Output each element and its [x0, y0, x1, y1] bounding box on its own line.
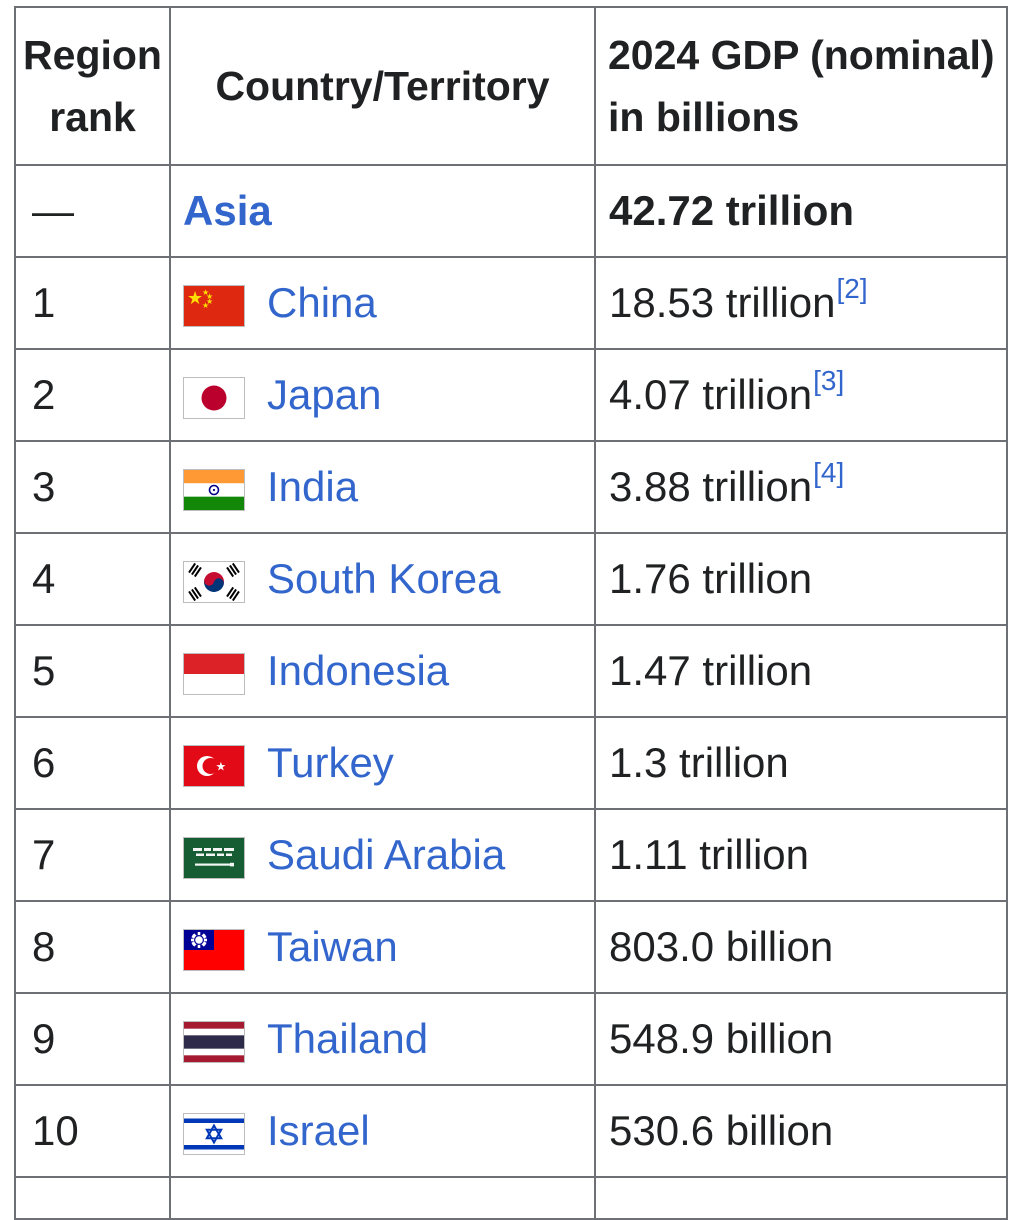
- thailand-flag-icon: [183, 1020, 245, 1063]
- svg-text:★: ★: [187, 288, 203, 309]
- gdp-cell: 1.47 trillion: [594, 624, 1008, 718]
- country-link-china[interactable]: China: [267, 279, 377, 326]
- gdp-cell: 18.53 trillion[2]: [594, 256, 1008, 350]
- israel-flag-icon: [183, 1112, 245, 1155]
- country-link-india[interactable]: India: [267, 463, 359, 510]
- table-row: 10 Israel 530.6 billion: [14, 1084, 1008, 1178]
- taiwan-flag-icon: [183, 928, 245, 971]
- gdp-value: 3.88 trillion: [609, 463, 813, 510]
- rank-cell: [14, 1176, 171, 1220]
- country-link-south-korea[interactable]: South Korea: [267, 555, 501, 602]
- country-cell: India: [169, 440, 596, 534]
- country-territory-header: Country/Territory: [169, 6, 596, 166]
- svg-text:★: ★: [216, 759, 227, 773]
- rank-cell: 1: [14, 256, 171, 350]
- country-cell: Indonesia: [169, 624, 596, 718]
- gdp-cell: 548.9 billion: [594, 992, 1008, 1086]
- indonesia-flag-icon: [183, 652, 245, 695]
- country-cell: ★ ★ ★ ★ ★ China: [169, 256, 596, 350]
- gdp-cell: 1.76 trillion: [594, 532, 1008, 626]
- gdp-value: 1.47 trillion: [609, 647, 813, 694]
- gdp-value: 42.72 trillion: [609, 187, 855, 234]
- country-link-thailand[interactable]: Thailand: [267, 1015, 429, 1062]
- gdp-cell: [594, 1176, 1008, 1220]
- gdp-value: 4.07 trillion: [609, 371, 813, 418]
- turkey-flag-icon: ★: [183, 744, 245, 787]
- reference-link[interactable]: [2]: [836, 273, 868, 304]
- country-link-indonesia[interactable]: Indonesia: [267, 647, 450, 694]
- gdp-value: 530.6 billion: [609, 1107, 834, 1154]
- svg-text:★: ★: [202, 301, 209, 310]
- rank-cell: —: [14, 164, 171, 258]
- svg-text:★: ★: [206, 292, 213, 301]
- country-cell: ★ Turkey: [169, 716, 596, 810]
- country-cell: Japan: [169, 348, 596, 442]
- gdp-cell: 1.11 trillion: [594, 808, 1008, 902]
- gdp-by-country-table: Region rank Country/Territory 2024 GDP (…: [14, 6, 1008, 1220]
- country-cell: Asia: [169, 164, 596, 258]
- table-row: 1 ★ ★ ★ ★ ★ China 18.53 trillion[2]: [14, 256, 1008, 350]
- table-row: 5 Indonesia 1.47 trillion: [14, 624, 1008, 718]
- reference-link[interactable]: [4]: [813, 457, 845, 488]
- rank-cell: 4: [14, 532, 171, 626]
- rank-cell: 5: [14, 624, 171, 718]
- india-flag-icon: [183, 468, 245, 511]
- japan-flag-icon: [183, 376, 245, 419]
- rank-cell: 10: [14, 1084, 171, 1178]
- table-row: 4: [14, 532, 1008, 626]
- country-link-japan[interactable]: Japan: [267, 371, 382, 418]
- table-row: 7 Saudi Arabia 1.11 trillion: [14, 808, 1008, 902]
- saudi-arabia-flag-icon: [183, 836, 245, 879]
- region-link-asia[interactable]: Asia: [183, 187, 272, 234]
- country-cell: Saudi Arabia: [169, 808, 596, 902]
- rank-cell: 6: [14, 716, 171, 810]
- country-cell: Israel: [169, 1084, 596, 1178]
- country-cell: Thailand: [169, 992, 596, 1086]
- gdp-cell: 530.6 billion: [594, 1084, 1008, 1178]
- table-row: 6 ★ Turkey 1.3 trillion: [14, 716, 1008, 810]
- country-link-turkey[interactable]: Turkey: [267, 739, 394, 786]
- gdp-value: 1.76 trillion: [609, 555, 813, 602]
- rank-cell: 2: [14, 348, 171, 442]
- china-flag-icon: ★ ★ ★ ★ ★: [183, 284, 245, 327]
- svg-text:★: ★: [206, 297, 213, 306]
- country-link-taiwan[interactable]: Taiwan: [267, 923, 398, 970]
- table-row: 8 Taiwan 803.0 billion: [14, 900, 1008, 994]
- gdp-cell: 3.88 trillion[4]: [594, 440, 1008, 534]
- south-korea-flag-icon: [183, 560, 245, 603]
- rank-cell: 3: [14, 440, 171, 534]
- gdp-cell: 1.3 trillion: [594, 716, 1008, 810]
- country-link-saudi-arabia[interactable]: Saudi Arabia: [267, 831, 506, 878]
- rank-cell: 7: [14, 808, 171, 902]
- rank-cell: 8: [14, 900, 171, 994]
- gdp-cell: 4.07 trillion[3]: [594, 348, 1008, 442]
- table-header-row: Region rank Country/Territory 2024 GDP (…: [14, 6, 1008, 166]
- country-link-israel[interactable]: Israel: [267, 1107, 370, 1154]
- gdp-header: 2024 GDP (nominal) in billions: [594, 6, 1008, 166]
- table-row: 3 India 3.88 trillion[4]: [14, 440, 1008, 534]
- country-cell: South Korea: [169, 532, 596, 626]
- gdp-cell: 42.72 trillion: [594, 164, 1008, 258]
- gdp-value: 1.11 trillion: [609, 831, 809, 878]
- table-row: 9 Thailand 548.9 billion: [14, 992, 1008, 1086]
- svg-text:★: ★: [202, 288, 209, 297]
- gdp-value: 18.53 trillion: [609, 279, 836, 326]
- gdp-cell: 803.0 billion: [594, 900, 1008, 994]
- table-row: 2 Japan 4.07 trillion[3]: [14, 348, 1008, 442]
- gdp-value: 548.9 billion: [609, 1015, 834, 1062]
- gdp-value: 803.0 billion: [609, 923, 834, 970]
- table-row: — Asia 42.72 trillion: [14, 164, 1008, 258]
- gdp-value: 1.3 trillion: [609, 739, 789, 786]
- table-row-partial: [14, 1176, 1008, 1220]
- country-cell: Taiwan: [169, 900, 596, 994]
- country-cell: [169, 1176, 596, 1220]
- rank-cell: 9: [14, 992, 171, 1086]
- region-rank-header: Region rank: [14, 6, 171, 166]
- reference-link[interactable]: [3]: [813, 365, 845, 396]
